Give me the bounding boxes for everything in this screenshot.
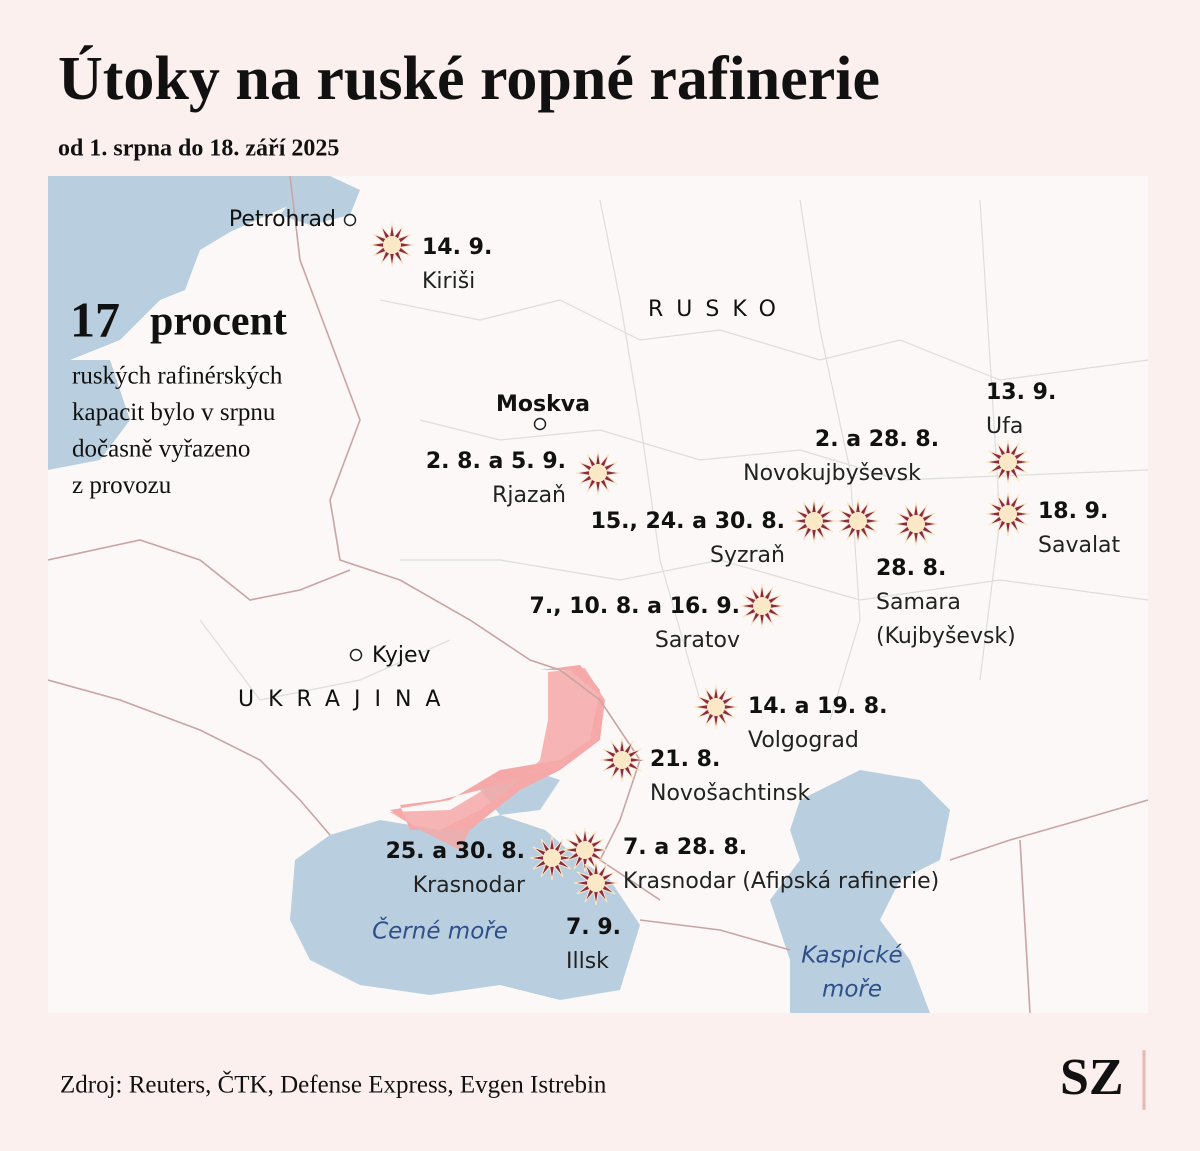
attack-marker-core bbox=[849, 512, 867, 530]
attack-marker-core bbox=[543, 849, 561, 867]
city-label: Moskva bbox=[496, 392, 590, 417]
attack-date: 25. a 30. 8. bbox=[386, 839, 525, 864]
city-label: Petrohrad bbox=[229, 207, 336, 232]
attack-place: Volgograd bbox=[748, 728, 859, 753]
attack-place: Illsk bbox=[566, 949, 609, 974]
sea-label: Kaspické bbox=[801, 943, 902, 969]
attack-date: 2. a 28. 8. bbox=[815, 427, 939, 452]
attack-place: Syzraň bbox=[710, 543, 785, 568]
callout-line: ruských rafinérských bbox=[72, 363, 283, 390]
attack-date: 7., 10. 8. a 16. 9. bbox=[530, 594, 740, 619]
attack-place-note: (Kujbyševsk) bbox=[876, 624, 1016, 649]
attack-place: Ufa bbox=[986, 414, 1023, 439]
region-border bbox=[199, 199, 1148, 721]
callout-text: ruských rafinérských kapacit bylo v srpnu… bbox=[72, 363, 283, 500]
attack-place: Rjazaň bbox=[492, 483, 566, 508]
city-dot bbox=[349, 648, 363, 662]
city-dot bbox=[533, 417, 547, 431]
attack-date: 14. 9. bbox=[422, 235, 492, 260]
attack-place: Krasnodar (Afipská rafinerie) bbox=[623, 869, 939, 894]
subtitle: od 1. srpna do 18. září 2025 bbox=[58, 136, 339, 162]
attack-marker-core bbox=[753, 597, 771, 615]
source: Zdroj: Reuters, ČTK, Defense Express, Ev… bbox=[60, 1071, 607, 1099]
attack-marker-core bbox=[613, 751, 631, 769]
attack-marker-core bbox=[383, 236, 401, 254]
city-label: Kyjev bbox=[372, 643, 431, 668]
attack-date: 7. a 28. 8. bbox=[623, 835, 747, 860]
country-label: UKRAJINA bbox=[238, 687, 454, 712]
attack-place: Savalat bbox=[1038, 533, 1121, 558]
attack-date: 14. a 19. 8. bbox=[748, 694, 887, 719]
attack-place: Novokujbyševsk bbox=[743, 461, 921, 486]
attack-place: Kiriši bbox=[422, 269, 475, 294]
border bbox=[48, 679, 331, 836]
attack-place: Saratov bbox=[655, 628, 740, 653]
country-label: RUSKO bbox=[648, 297, 789, 322]
border bbox=[48, 539, 351, 601]
attack-place: Novošachtinsk bbox=[650, 781, 811, 806]
map-labels: RUSKO UKRAJINA Petrohrad Moskva Kyjev Černé m… bbox=[229, 207, 1121, 1003]
sea-label: Černé moře bbox=[372, 917, 508, 945]
attack-place: Krasnodar bbox=[413, 873, 526, 898]
attack-marker-core bbox=[805, 512, 823, 530]
baltic-sea bbox=[48, 176, 330, 470]
gulf bbox=[280, 176, 360, 225]
occupied-territory bbox=[390, 668, 605, 850]
border bbox=[289, 176, 661, 901]
callout-number: 17 bbox=[70, 291, 120, 347]
attack-marker-core bbox=[999, 453, 1017, 471]
attack-marker-core bbox=[907, 515, 925, 533]
attack-date: 15., 24. a 30. 8. bbox=[591, 509, 785, 534]
attack-date: 21. 8. bbox=[650, 747, 720, 772]
attack-place: Samara bbox=[876, 590, 961, 615]
callout-unit: procent bbox=[150, 299, 287, 345]
logo: SZ bbox=[1060, 1049, 1124, 1106]
attack-marker-core bbox=[587, 874, 605, 892]
callout-line: dočasně vyřazeno bbox=[72, 436, 250, 463]
attack-marker-core bbox=[589, 464, 607, 482]
border bbox=[639, 799, 1148, 1013]
attack-date: 7. 9. bbox=[566, 915, 621, 940]
attack-date: 18. 9. bbox=[1038, 499, 1108, 524]
sea-label: moře bbox=[822, 977, 882, 1003]
caspian-sea bbox=[770, 770, 950, 1013]
attack-date: 28. 8. bbox=[876, 556, 946, 581]
attack-marker-core bbox=[576, 841, 594, 859]
map bbox=[48, 176, 1148, 1013]
callout-line: kapacit bylo v srpnu bbox=[72, 399, 276, 426]
city-dot bbox=[343, 213, 357, 227]
title: Útoky na ruské ropné rafinerie bbox=[58, 45, 880, 113]
attack-marker-core bbox=[999, 505, 1017, 523]
attack-marker-core bbox=[707, 698, 725, 716]
attack-date: 2. 8. a 5. 9. bbox=[426, 449, 566, 474]
attack-date: 13. 9. bbox=[986, 380, 1056, 405]
callout-line: z provozu bbox=[72, 472, 172, 499]
